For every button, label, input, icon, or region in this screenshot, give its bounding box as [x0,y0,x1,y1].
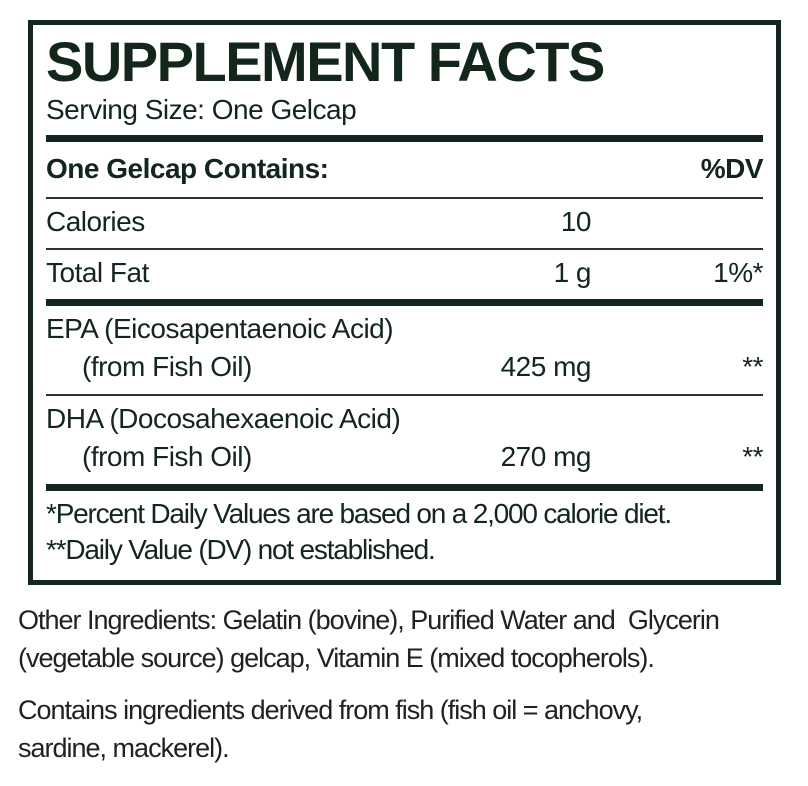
divider-thick-top [46,135,763,142]
nutrient-row-epa: EPA (Eicosapentaenoic Acid) (from Fish O… [46,306,764,394]
footnote-dv-not-established: **Daily Value (DV) not established. [46,534,436,565]
nutrient-amount: 1 g [553,257,592,288]
serving-size: Serving Size: One Gelcap [46,94,357,125]
nutrient-dv: ** [742,441,763,472]
nutrient-dv: ** [742,351,763,382]
divider-thick-under-total-fat [46,299,763,306]
nutrient-row-total-fat: Total Fat 1 g 1%* [46,250,764,299]
nutrient-amount: 270 mg [500,441,592,472]
divider-thin-under-calories [46,248,763,250]
nutrient-amount: 10 [560,206,592,237]
contains-column-header: One Gelcap Contains: [46,153,329,184]
label-footer-text: Other Ingredients: Gelatin (bovine), Pur… [18,601,808,767]
other-ingredients-line-1: Other Ingredients: Gelatin (bovine), Pur… [18,605,720,635]
divider-thin-under-header [46,197,763,199]
nutrient-name-sub: (from Fish Oil) [82,351,252,382]
other-ingredients-line-2: (vegetable source) gelcap, Vitamin E (mi… [18,643,655,673]
footnote-percent-daily-values: *Percent Daily Values are based on a 2,0… [46,498,672,529]
nutrient-row-dha: DHA (Docosahexaenoic Acid) (from Fish Oi… [46,396,764,484]
footnotes: *Percent Daily Values are based on a 2,0… [46,496,763,568]
column-header-row: One Gelcap Contains: %DV [46,142,764,197]
nutrient-name: EPA (Eicosapentaenoic Acid) [46,313,394,344]
contains-statement-line-1: Contains ingredients derived from fish (… [18,695,643,725]
contains-statement-line-2: sardine, mackerel). [18,733,230,763]
divider-thick-under-dha [46,484,763,491]
dv-column-header: %DV [700,153,764,184]
divider-thin-under-epa [46,394,763,396]
nutrient-name-block: DHA (Docosahexaenoic Acid) (from Fish Oi… [46,400,471,476]
nutrient-name-sub: (from Fish Oil) [82,441,252,472]
nutrient-dv: 1%* [713,257,763,288]
supplement-facts-panel: SUPPLEMENT FACTS Serving Size: One Gelca… [28,20,781,585]
contains-statement-paragraph: Contains ingredients derived from fish (… [18,691,808,767]
nutrient-name: Total Fat [46,257,149,288]
nutrient-name: Calories [46,206,145,237]
nutrient-amount: 425 mg [500,351,592,382]
nutrient-name-block: EPA (Eicosapentaenoic Acid) (from Fish O… [46,310,471,386]
panel-title: SUPPLEMENT FACTS [46,30,605,93]
nutrient-name: DHA (Docosahexaenoic Acid) [46,403,401,434]
nutrient-row-calories: Calories 10 [46,199,763,248]
other-ingredients-paragraph: Other Ingredients: Gelatin (bovine), Pur… [18,601,808,677]
